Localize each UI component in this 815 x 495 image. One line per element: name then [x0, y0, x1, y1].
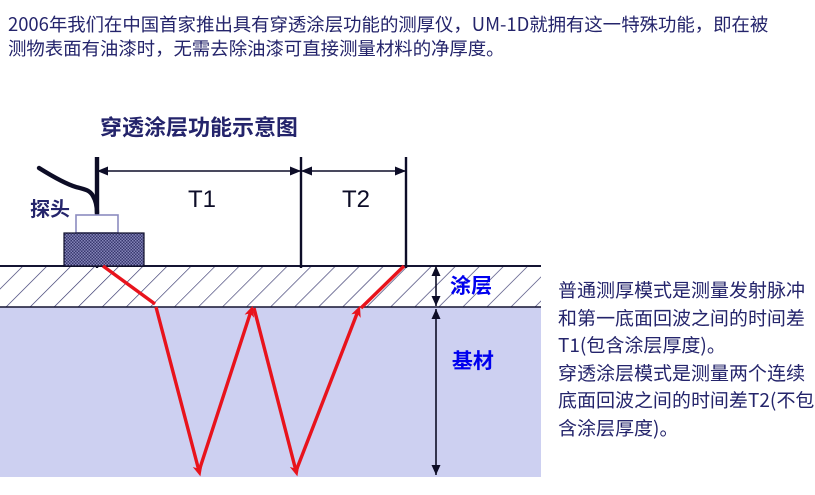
svg-text:涂层: 涂层 [450, 270, 492, 300]
svg-text:T1: T1 [188, 186, 216, 213]
svg-text:基材: 基材 [452, 345, 494, 375]
svg-text:T2: T2 [342, 186, 370, 213]
